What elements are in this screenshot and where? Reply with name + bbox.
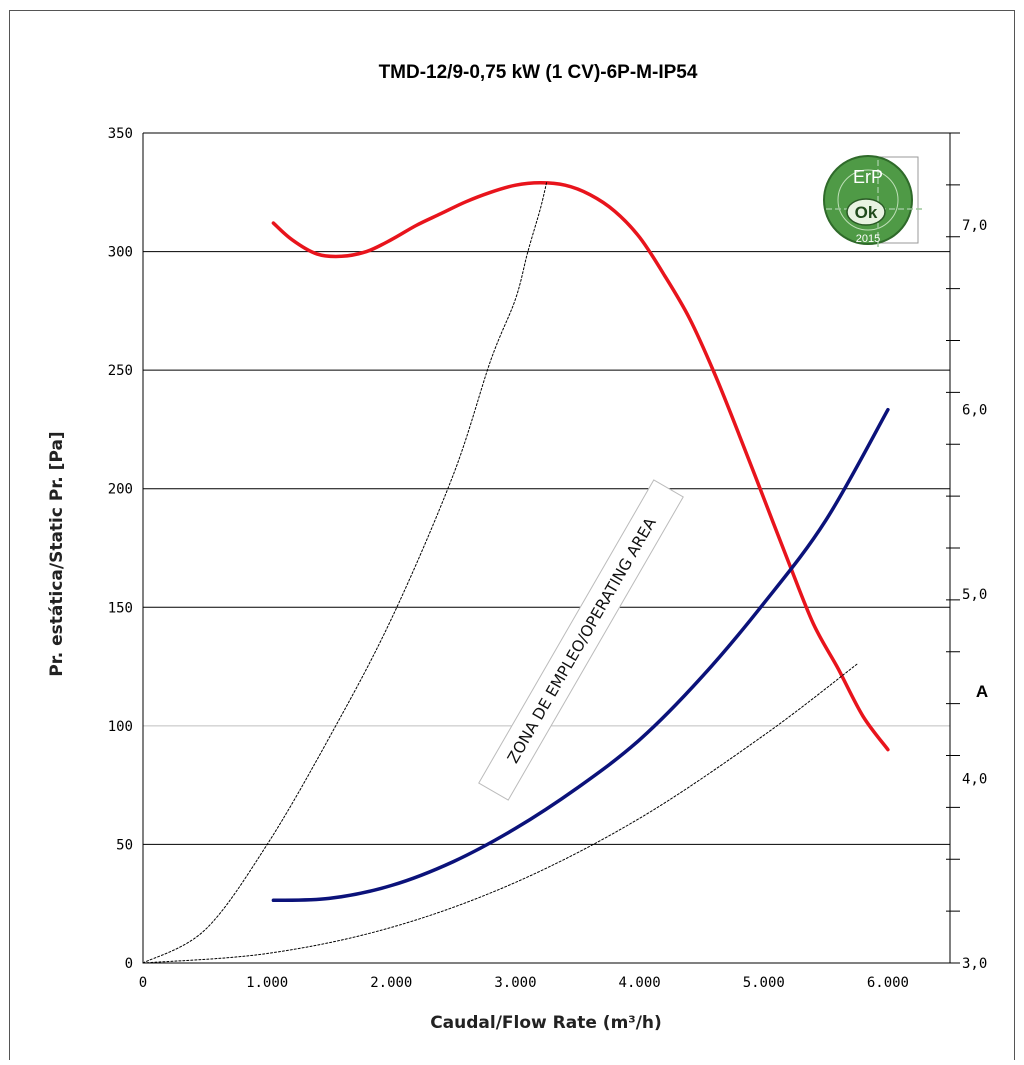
x-tick-label: 1.000 <box>246 975 288 991</box>
series-group <box>142 181 890 964</box>
y2-tick-label: 7,0 <box>962 218 987 234</box>
badge-erp-text: ErP <box>853 167 883 187</box>
y2-tick-label: 5,0 <box>962 587 987 603</box>
chart-frame <box>9 10 1015 1060</box>
y-tick-label: 350 <box>108 126 133 142</box>
x-tick-label: 6.000 <box>867 975 909 991</box>
pressure-curve <box>271 181 890 752</box>
y-tick-label: 150 <box>108 600 133 616</box>
y2-tick-label: 6,0 <box>962 403 987 419</box>
y2-tick-label: 4,0 <box>962 772 987 788</box>
badge-year-text: 2015 <box>856 233 880 245</box>
operating-limit-left <box>142 182 547 964</box>
operating-area-annotation: ZONA DE EMPLEO/OPERATING AREA <box>478 479 684 801</box>
tick-labels: 0 1.000 2.000 3.000 4.000 5.000 6.000 0 50 100 150… <box>108 126 988 991</box>
y-tick-label: 300 <box>108 245 133 261</box>
y-tick-label: 200 <box>108 482 133 498</box>
operating-limit-right <box>142 663 858 964</box>
axes <box>142 132 960 964</box>
current-curve <box>271 407 890 903</box>
x-tick-label: 2.000 <box>370 975 412 991</box>
chart-title: TMD-12/9-0,75 kW (1 CV)-6P-M-IP54 <box>379 62 698 83</box>
badge-ok-text: Ok <box>855 203 878 222</box>
x-tick-label: 5.000 <box>743 975 785 991</box>
x-tick-label: 4.000 <box>619 975 661 991</box>
y-tick-label: 50 <box>116 837 133 853</box>
grid-lines <box>143 132 950 845</box>
x-tick-label: 0 <box>139 975 147 991</box>
y-tick-label: 0 <box>125 956 133 972</box>
x-axis-label: Caudal/Flow Rate (m³/h) <box>430 1013 662 1033</box>
y-axis-label: Pr. estática/Static Pr. [Pa] <box>47 431 67 676</box>
erp-badge: ErP Ok 2015 <box>823 155 924 250</box>
operating-area-label: ZONA DE EMPLEO/OPERATING AREA <box>504 514 660 766</box>
y-tick-label: 250 <box>108 363 133 379</box>
y2-tick-label: 3,0 <box>962 956 987 972</box>
y-tick-label: 100 <box>108 719 133 735</box>
x-tick-label: 3.000 <box>494 975 536 991</box>
y2-axis-label: A <box>976 682 988 701</box>
